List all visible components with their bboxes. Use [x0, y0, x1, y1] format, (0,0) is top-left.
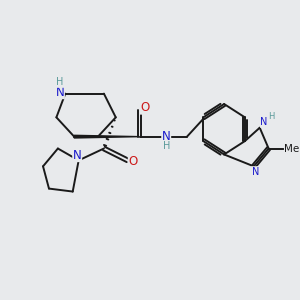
- Text: N: N: [73, 148, 82, 161]
- Text: N: N: [162, 130, 171, 142]
- Text: O: O: [128, 155, 138, 168]
- Text: N: N: [56, 85, 64, 99]
- Text: N: N: [252, 167, 259, 177]
- Text: H: H: [56, 77, 64, 87]
- Text: N: N: [260, 117, 268, 128]
- Text: H: H: [163, 141, 170, 151]
- Text: H: H: [268, 112, 275, 121]
- Text: Me: Me: [284, 143, 300, 154]
- Polygon shape: [74, 135, 140, 138]
- Text: O: O: [140, 101, 149, 114]
